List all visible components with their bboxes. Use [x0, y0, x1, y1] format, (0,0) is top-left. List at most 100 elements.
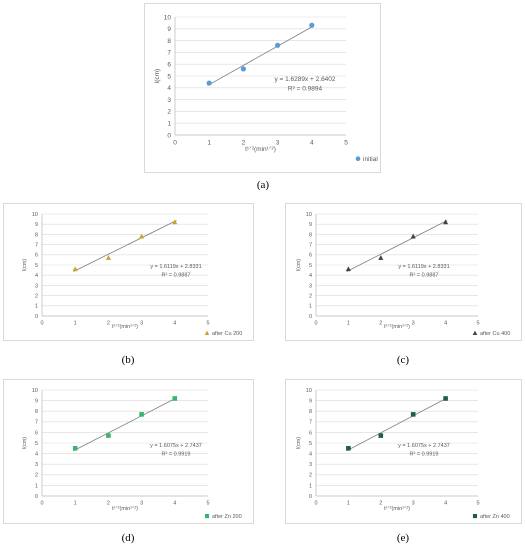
chart-panel-e: 0 1 2 3 4 5 6 7 8 9 10 0 1 2 3 4 5 t¹ᐟ²(min¹ᐟ²) l(cm) y = 1… [285, 379, 522, 524]
chart-svg-a: 0 1 2 3 4 5 6 7 8 9 10 0 1 2 3 4 5 t¹ᐟ²(min¹ᐟ²) l(cm) y = 1… [154, 14, 378, 163]
chart-panel-a: 0 1 2 3 4 5 6 7 8 9 10 0 1 2 3 4 5 t¹ᐟ²(min¹ᐟ²) l(cm) y = 1… [144, 3, 381, 173]
y-tick-label-a: 8 [167, 38, 171, 45]
y-tick-label-a: 10 [164, 14, 172, 21]
y-tick-label-e: 3 [309, 462, 312, 468]
y-tick-label-b: 5 [35, 263, 38, 269]
y-tick-label-e: 0 [309, 494, 312, 500]
trend-equation-d: y = 1.6075x + 2.7437 [150, 443, 202, 449]
data-point-e [378, 433, 384, 438]
y-tick-label-a: 0 [167, 132, 171, 139]
x-tick-label-d: 3 [140, 501, 143, 507]
y-tick-label-d: 3 [35, 462, 38, 468]
data-point-e [443, 396, 448, 401]
x-tick-label-a: 0 [173, 140, 177, 147]
x-tick-label-e: 4 [444, 501, 447, 507]
y-tick-label-e: 9 [309, 399, 312, 405]
x-tick-label-b: 0 [40, 321, 43, 327]
x-tick-label-a: 3 [276, 140, 280, 147]
y-tick-label-e: 5 [309, 441, 312, 447]
r-squared-b: R² = 0.9887 [162, 273, 191, 279]
caption-a: (a) [256, 179, 270, 191]
y-tick-label-d: 5 [35, 441, 38, 447]
y-tick-label-d: 2 [35, 473, 38, 479]
trend-equation-a: y = 1.6289x + 2.6402 [274, 76, 335, 83]
legend-label-b: after Cu 200 [212, 331, 242, 337]
chart-svg-d: 0 1 2 3 4 5 6 7 8 9 10 0 1 2 3 4 5 t¹ᐟ²(min¹ᐟ²) l(cm) y = 1… [22, 388, 242, 520]
x-tick-label-c: 0 [314, 321, 317, 327]
y-tick-label-e: 2 [309, 473, 312, 479]
data-point-e [346, 446, 351, 451]
chart-svg-e: 0 1 2 3 4 5 6 7 8 9 10 0 1 2 3 4 5 t¹ᐟ²(min¹ᐟ²) l(cm) y = 1… [296, 388, 510, 520]
y-tick-label-b: 6 [35, 253, 38, 259]
y-tick-label-c: 4 [309, 273, 312, 279]
data-point-a [275, 42, 281, 48]
trendline-a [207, 25, 314, 86]
y-tick-label-e: 8 [309, 409, 312, 415]
trendline-c [346, 220, 448, 272]
r-squared-d: R² = 0.9919 [162, 452, 191, 458]
y-tick-label-a: 7 [167, 50, 171, 57]
x-tick-label-b: 3 [140, 321, 143, 327]
y-tick-label-b: 10 [32, 212, 38, 218]
chart-panel-c: 0 1 2 3 4 5 6 7 8 9 10 0 1 2 3 4 5 t¹ᐟ²(min¹ᐟ²) l(cm) y = 1… [285, 203, 522, 341]
x-tick-label-b: 2 [107, 321, 110, 327]
x-tick-label-a: 5 [344, 140, 348, 147]
r-squared-a: R² = 0.9894 [288, 86, 323, 93]
y-tick-label-c: 2 [309, 294, 312, 300]
legend-marker-d [204, 514, 210, 519]
trendline-e [346, 397, 448, 452]
x-axis-label-c: t¹ᐟ²(min¹ᐟ²) [384, 323, 410, 330]
chart-svg-c: 0 1 2 3 4 5 6 7 8 9 10 0 1 2 3 4 5 t¹ᐟ²(min¹ᐟ²) l(cm) y = 1… [296, 212, 510, 337]
caption-d: (d) [121, 532, 135, 544]
legend-label-c: after Cu 400 [480, 331, 510, 337]
y-axis-label-d: l(cm) [22, 437, 28, 449]
data-point-e [410, 412, 416, 417]
y-tick-label-c: 3 [309, 283, 312, 289]
y-tick-label-d: 10 [32, 388, 38, 394]
y-tick-label-b: 9 [35, 222, 38, 228]
y-tick-label-e: 4 [309, 452, 312, 458]
data-point-a [206, 80, 212, 86]
data-point-d [139, 412, 144, 417]
x-tick-label-d: 5 [206, 501, 209, 507]
x-tick-label-c: 2 [379, 321, 382, 327]
y-tick-label-a: 1 [167, 120, 171, 127]
y-tick-label-a: 2 [167, 109, 171, 116]
x-tick-label-d: 2 [107, 501, 110, 507]
data-point-a [240, 66, 246, 72]
y-axis-label-b: l(cm) [22, 259, 28, 271]
y-tick-label-a: 3 [167, 97, 171, 104]
caption-b: (b) [121, 354, 135, 366]
y-tick-label-c: 5 [309, 263, 312, 269]
y-tick-label-a: 4 [167, 85, 171, 92]
y-tick-label-b: 8 [35, 232, 38, 238]
legend-label-d: after Zn 200 [212, 514, 242, 520]
y-tick-label-c: 1 [309, 304, 312, 310]
x-tick-label-c: 5 [476, 321, 479, 327]
x-axis-label-a: t¹ᐟ²(min¹ᐟ²) [245, 146, 276, 153]
y-tick-label-b: 3 [35, 283, 38, 289]
x-tick-label-e: 1 [347, 501, 350, 507]
y-tick-label-d: 6 [35, 430, 38, 436]
data-point-b [105, 255, 111, 260]
x-tick-label-c: 3 [412, 321, 415, 327]
y-tick-label-e: 7 [309, 420, 312, 426]
legend-label-e: after Zn 400 [480, 514, 510, 520]
data-point-b [72, 266, 78, 272]
x-axis-label-b: t¹ᐟ²(min¹ᐟ²) [112, 323, 138, 330]
trend-equation-e: y = 1.6075x + 2.7437 [398, 443, 450, 449]
x-tick-label-b: 5 [206, 321, 209, 327]
trend-equation-c: y = 1.6119x + 2.8331 [398, 264, 449, 270]
y-tick-label-d: 1 [35, 483, 38, 489]
data-point-d [72, 446, 78, 451]
x-tick-label-a: 2 [242, 140, 246, 147]
x-tick-label-b: 4 [173, 321, 176, 327]
data-point-c [345, 266, 351, 272]
y-tick-label-b: 0 [35, 314, 38, 320]
caption-c: (c) [396, 354, 410, 366]
y-tick-label-d: 4 [35, 452, 38, 458]
y-tick-label-d: 8 [35, 409, 38, 415]
x-tick-label-c: 1 [347, 321, 350, 327]
y-tick-label-c: 8 [309, 232, 312, 238]
y-tick-label-a: 6 [167, 61, 171, 68]
